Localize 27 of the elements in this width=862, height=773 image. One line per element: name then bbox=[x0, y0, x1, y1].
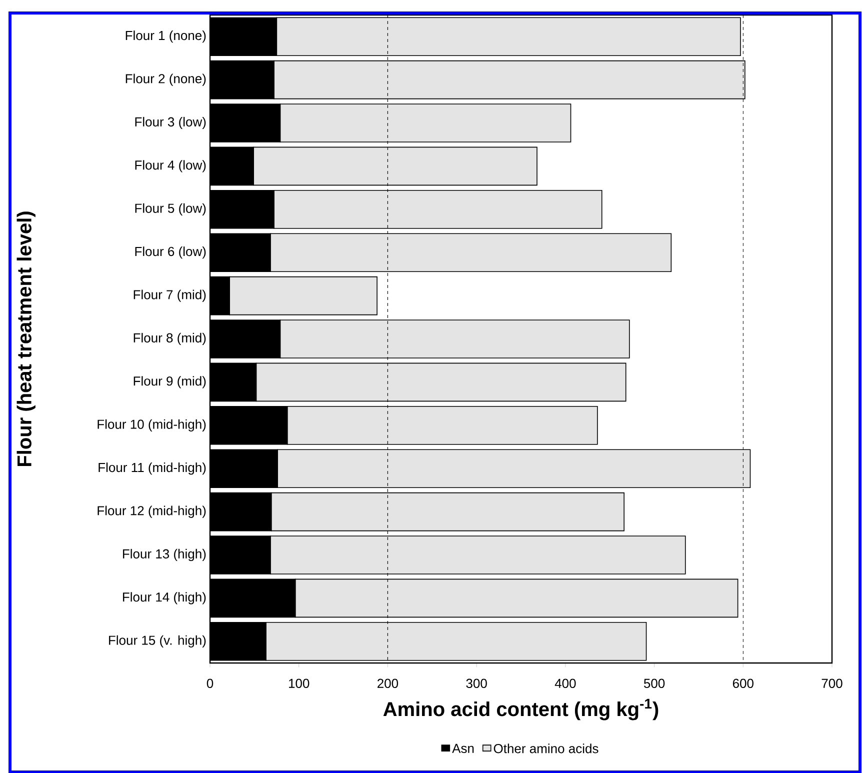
y-axis-title: Flour (heat treatment level) bbox=[16, 211, 36, 466]
x-tick-label: 600 bbox=[732, 678, 754, 688]
y-tick-label: Flour 3 (low) bbox=[135, 116, 206, 129]
y-tick-label: Flour 1 (none) bbox=[126, 30, 206, 42]
y-tick-label: Flour 6 (low) bbox=[135, 246, 206, 258]
x-tick-label: 300 bbox=[466, 678, 487, 688]
x-tick-label: 400 bbox=[554, 678, 576, 688]
y-tick-label: Flour 4 (low) bbox=[135, 160, 206, 172]
y-tick-label: Flour 12 (mid-high) bbox=[98, 505, 206, 518]
y-tick-label: Flour 5 (low) bbox=[135, 203, 206, 216]
x-tick-label: 200 bbox=[378, 678, 398, 688]
y-tick-label: Flour 7 (mid) bbox=[134, 290, 206, 302]
x-axis-title: Amino acid content (mg kg$^{-1}$) bbox=[383, 698, 658, 720]
y-tick-label: Flour 9 (mid) bbox=[134, 376, 206, 388]
y-tick-label: Flour 11 (mid-high) bbox=[98, 462, 206, 474]
y-tick-label: Flour 8 (mid) bbox=[134, 332, 206, 345]
y-tick-label: Flour 14 (high) bbox=[123, 592, 206, 604]
legend-label: Asn bbox=[452, 744, 474, 753]
x-tick-label: 700 bbox=[822, 678, 842, 688]
y-tick-label: Flour 10 (mid-high) bbox=[98, 419, 206, 432]
legend-label: Other amino acids bbox=[494, 743, 598, 753]
x-tick-label: 500 bbox=[644, 678, 665, 688]
x-tick-label: 100 bbox=[289, 678, 310, 688]
x-tick-label: 0 bbox=[206, 678, 214, 688]
y-tick-label: Flour 2 (none) bbox=[126, 74, 206, 86]
y-tick-label: Flour 13 (high) bbox=[123, 548, 206, 561]
y-tick-label: Flour 15 (v. high) bbox=[109, 635, 206, 648]
